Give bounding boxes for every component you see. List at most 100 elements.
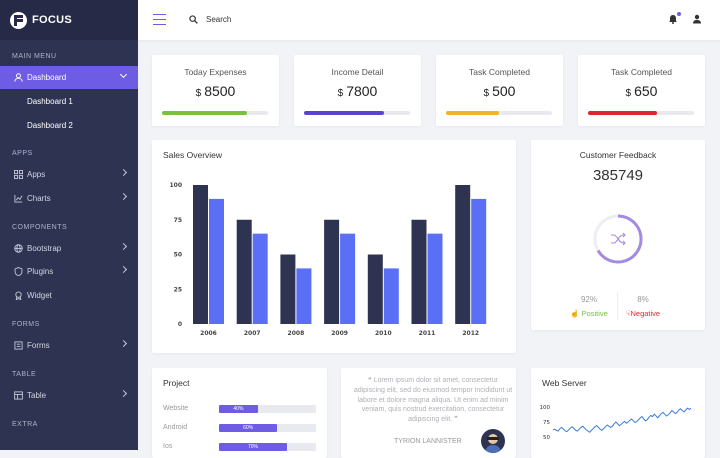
globe-icon	[14, 244, 23, 253]
stat-progress-track	[446, 111, 552, 115]
series-line	[552, 407, 692, 433]
user-icon	[14, 73, 23, 82]
bell-icon[interactable]	[668, 14, 678, 24]
sidebar-item-plugins[interactable]: Plugins	[0, 260, 138, 283]
thumbs-down-icon: ☟	[625, 309, 631, 318]
chevron-right-icon	[119, 168, 128, 177]
stat-value: $650	[625, 83, 658, 99]
card-title: Project	[163, 378, 190, 388]
sidebar-item-label: Table	[27, 391, 47, 400]
sales-overview-chart: 0 25 50 75 100 2006 2007 2008 2009 2010 2011 2012	[169, 182, 487, 337]
project-progress-bar: 40%	[219, 405, 258, 413]
table-icon	[14, 391, 23, 400]
section-forms: FORMS	[12, 321, 40, 328]
x-tick-label: 2012	[462, 330, 479, 337]
brand-name: FOCUS	[32, 14, 72, 26]
sidebar-item-label: Forms	[27, 341, 50, 350]
stat-progress-track	[588, 111, 694, 115]
bar	[252, 233, 268, 324]
web-server-card: Web Server 50 75 100	[531, 368, 705, 458]
sidebar: FOCUS MAIN MENU Dashboard Dashboard 1 Da…	[0, 0, 138, 450]
brand-logo[interactable]: FOCUS	[0, 0, 138, 40]
stat-card-task-completed-2: Task Completed $650	[578, 55, 705, 126]
sidebar-item-label: Bootstrap	[27, 244, 62, 253]
shield-icon	[14, 267, 23, 276]
sidebar-subitem-dashboard-2[interactable]: Dashboard 2	[27, 121, 73, 130]
stat-label: Income Detail	[331, 67, 384, 77]
x-tick-label: 2011	[419, 330, 436, 337]
testimonial-text: ❝ Lorem ipsum dolor sit amet, consectetu…	[353, 377, 513, 424]
sidebar-subitem-dashboard-1[interactable]: Dashboard 1	[27, 97, 73, 106]
bar	[367, 254, 383, 324]
project-progress-track: 40%	[219, 405, 316, 413]
chevron-right-icon	[119, 389, 128, 398]
section-extra: EXTRA	[12, 421, 38, 428]
sidebar-item-forms[interactable]: Forms	[0, 334, 138, 357]
x-tick-label: 2008	[288, 330, 305, 337]
feedback-donut	[593, 214, 643, 264]
x-tick-label: 2009	[331, 330, 348, 337]
project-progress-track: 70%	[219, 443, 316, 451]
stat-progress-bar	[588, 111, 657, 115]
thumbs-up-icon: ☝	[570, 309, 580, 318]
negative-label: ☟Negative	[625, 309, 661, 318]
stat-progress-bar	[304, 111, 384, 115]
section-apps: APPS	[12, 150, 33, 157]
project-progress-bar: 70%	[219, 443, 287, 451]
project-row-label: Android	[163, 424, 188, 431]
search-icon[interactable]	[189, 15, 198, 24]
chart-icon	[14, 194, 23, 203]
quote-open-icon: ❝	[367, 377, 372, 384]
bar	[236, 219, 252, 324]
stat-progress-track	[162, 111, 268, 115]
y-tick-label: 100	[540, 405, 551, 411]
stat-card-today-expenses: Today Expenses $8500	[152, 55, 279, 126]
web-server-chart: 50 75 100	[540, 405, 692, 441]
y-tick-label: 75	[543, 420, 550, 426]
stat-value: $8500	[195, 83, 236, 99]
section-components: COMPONENTS	[12, 224, 68, 231]
card-title: Sales Overview	[163, 150, 223, 160]
y-tick-label: 25	[174, 286, 182, 293]
sales-overview-card: Sales Overview 0 25 50 75 100 2006 2007 2008 200…	[152, 140, 516, 353]
sidebar-item-label: Dashboard	[27, 73, 67, 82]
bar	[324, 219, 340, 324]
section-table: TABLE	[12, 371, 37, 378]
testimonial-card: ❝ Lorem ipsum dolor sit amet, consectetu…	[341, 368, 516, 458]
sidebar-item-bootstrap[interactable]: Bootstrap	[0, 237, 138, 260]
positive-percent: 92%	[580, 295, 597, 304]
stat-label: Task Completed	[611, 67, 672, 77]
chevron-right-icon	[119, 339, 128, 348]
user-profile-icon[interactable]	[692, 14, 702, 24]
y-tick-label: 50	[174, 252, 182, 259]
grid-icon	[14, 170, 23, 179]
y-tick-label: 50	[543, 435, 550, 441]
bar	[471, 198, 487, 324]
sidebar-item-charts[interactable]: Charts	[0, 187, 138, 210]
positive-label: ☝ Positive	[570, 309, 608, 318]
stat-value: $7800	[337, 83, 378, 99]
topbar: Search	[138, 0, 720, 40]
bar	[427, 233, 443, 324]
project-progress-bar: 60%	[219, 424, 278, 432]
card-title: Customer Feedback	[579, 150, 657, 160]
y-tick-label: 75	[174, 217, 182, 224]
stat-card-income-detail: Income Detail $7800	[294, 55, 421, 126]
y-tick-label: 0	[178, 321, 182, 328]
bar	[383, 268, 399, 324]
project-card: Project Website 40% Android 60% Ios 70%	[152, 368, 327, 458]
search-input[interactable]: Search	[206, 15, 232, 24]
bar	[296, 268, 312, 324]
chevron-right-icon	[119, 242, 128, 251]
hamburger-menu-icon[interactable]	[153, 14, 166, 26]
sidebar-item-label: Apps	[27, 170, 46, 179]
sidebar-item-table[interactable]: Table	[0, 384, 138, 407]
feedback-donut-arc	[596, 214, 643, 264]
sidebar-item-dashboard[interactable]: Dashboard	[0, 66, 138, 89]
sidebar-item-apps[interactable]: Apps	[0, 163, 138, 186]
project-progress-track: 60%	[219, 424, 316, 432]
sidebar-item-widget[interactable]: Widget	[0, 284, 138, 307]
sidebar-item-label: Plugins	[27, 267, 54, 276]
quote-close-icon: ❞	[454, 416, 458, 424]
negative-percent: 8%	[637, 295, 649, 304]
